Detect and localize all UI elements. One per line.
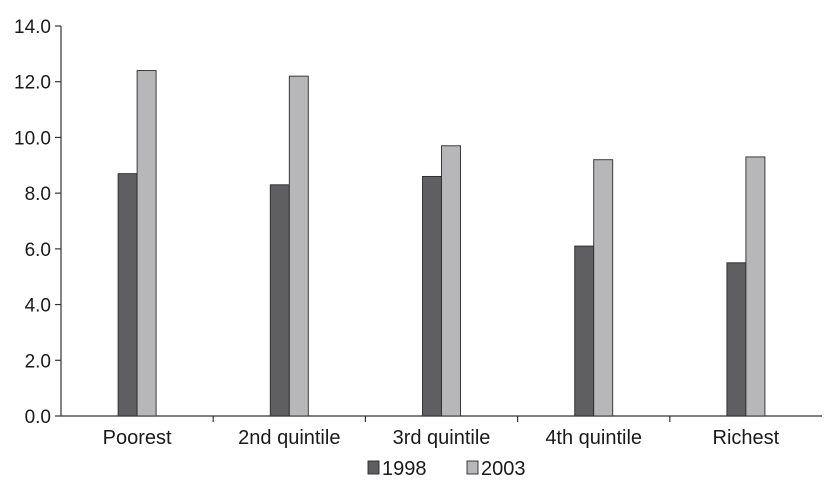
legend-label-2003: 2003	[481, 458, 526, 480]
y-tick-label: 8.0	[25, 184, 51, 205]
legend-swatch-2003	[466, 460, 479, 475]
bar-1998-1	[269, 184, 290, 417]
bar-1998-0	[117, 173, 138, 417]
x-axis: Poorest 2nd quintile 3rd quintile 4th quint…	[61, 415, 822, 449]
bar-2003-1	[288, 75, 309, 417]
y-tick-label: 2.0	[25, 351, 51, 372]
bar-series	[117, 70, 766, 417]
x-tick-label: 2nd quintile	[238, 427, 340, 449]
y-tick-label: 6.0	[25, 240, 51, 261]
bar-2003-4	[745, 156, 766, 417]
y-axis: 0.0 2.0 4.0 6.0 8.0 10.0 12.0 14.0	[14, 17, 62, 428]
y-tick-label: 14.0	[14, 17, 51, 38]
bar-2003-3	[593, 159, 614, 417]
bar-1998-3	[574, 245, 595, 417]
bar-1998-2	[422, 175, 442, 417]
y-tick-label: 12.0	[14, 73, 51, 94]
legend: 1998 2003	[367, 458, 526, 480]
legend-swatch-1998	[367, 460, 380, 475]
legend-label-1998: 1998	[382, 458, 427, 480]
x-tick-label: 4th quintile	[545, 427, 642, 449]
y-tick-label: 4.0	[25, 296, 51, 317]
x-tick-label: Richest	[713, 427, 780, 449]
bar-2003-2	[441, 145, 461, 417]
y-tick-label: 0.0	[25, 407, 51, 428]
bar-1998-4	[726, 262, 747, 417]
y-tick-label: 10.0	[14, 128, 51, 149]
x-tick-label: Poorest	[103, 427, 172, 449]
bar-2003-0	[136, 70, 157, 417]
x-tick-label: 3rd quintile	[393, 427, 491, 449]
